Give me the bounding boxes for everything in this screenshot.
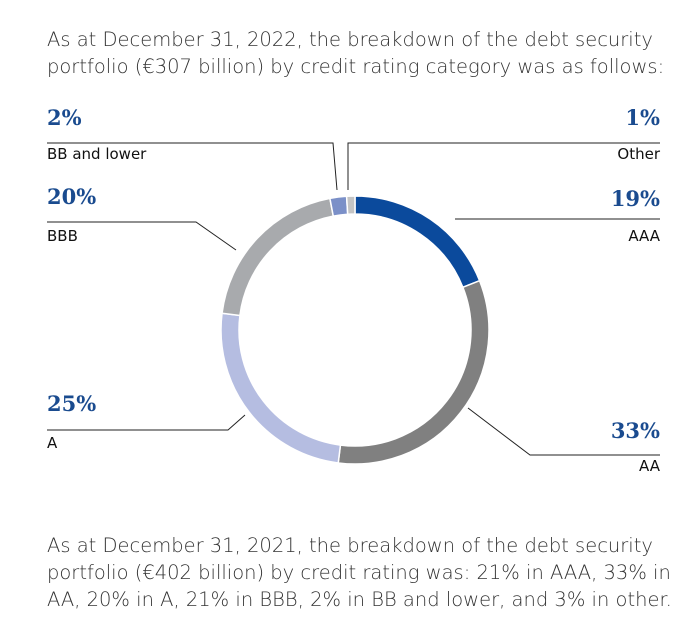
donut-segment [221,197,335,317]
leader-line [47,414,246,431]
donut-segment [329,195,349,217]
value-label: 2% [47,105,82,130]
donut-segment [337,279,490,465]
leader-line [347,142,660,190]
category-label: A [47,434,58,452]
leader-line [47,142,338,191]
category-label: BBB [47,227,78,245]
category-label: AA [639,457,661,475]
category-label: AAA [628,227,660,245]
leader-line [467,407,660,456]
note-text: As at December 31, 2021, the breakdown o… [47,534,672,611]
value-label: 19% [611,186,660,211]
donut-segment [220,312,342,464]
donut-segment [345,195,356,216]
intro-text: As at December 31, 2022, the breakdown o… [47,28,665,78]
leader-line [47,221,237,251]
value-label: 33% [611,418,660,443]
category-label: BB and lower [47,145,147,163]
donut-segment [354,195,481,289]
value-label: 25% [47,391,96,416]
value-label: 20% [47,184,96,209]
value-label: 1% [625,105,660,130]
category-label: Other [617,145,660,163]
